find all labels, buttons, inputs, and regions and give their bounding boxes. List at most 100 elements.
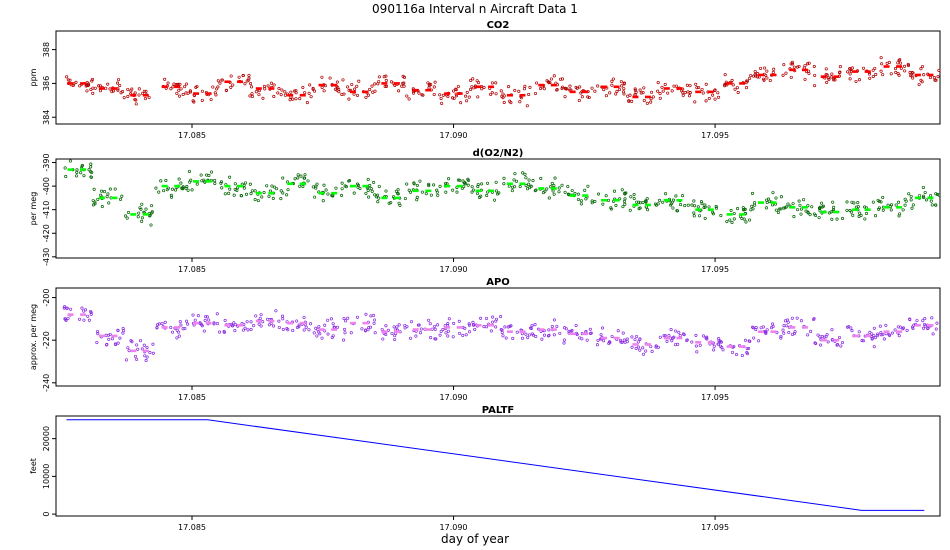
data-point [170,187,174,191]
data-point [233,188,237,192]
data-point [745,347,749,351]
data-point [628,208,632,212]
data-point [191,313,195,317]
data-point [824,67,828,71]
data-point [712,344,716,348]
data-point [175,336,179,340]
data-point [75,170,79,174]
data-point [736,90,740,95]
data-point [641,352,646,356]
data-point [743,338,748,342]
data-point [458,178,462,182]
data-point [658,335,662,339]
data-point [830,328,834,332]
data-point [524,183,528,188]
data-point [745,350,749,355]
data-point [86,314,90,318]
data-point [196,314,200,318]
data-point [210,170,214,174]
data-point [798,203,802,207]
data-point [792,215,796,219]
data-point [549,185,553,189]
plot-frame [55,287,941,387]
data-point [253,198,257,202]
data-point [837,71,842,75]
data-point [885,61,889,65]
data-point [269,81,273,85]
data-point [311,185,315,189]
data-point [835,217,839,221]
data-point [113,187,117,191]
data-point [903,203,907,207]
data-point [78,84,82,88]
data-point [716,91,720,95]
data-point [137,93,141,97]
data-point [461,179,465,183]
data-point [877,207,881,211]
data-point [476,184,480,189]
data-point [563,86,567,90]
data-point [188,89,192,93]
data-point [364,312,368,316]
data-point [74,80,78,84]
data-point [625,337,629,341]
data-point [181,92,185,97]
data-point [890,331,894,335]
data-point [220,186,224,190]
data-point [849,326,853,330]
data-point [845,208,849,212]
data-point [624,191,628,195]
data-point [777,207,781,211]
data-point [312,89,317,93]
data-point [415,198,419,202]
data-point [434,337,438,341]
data-point [335,80,339,84]
data-point [285,320,289,324]
data-point [557,190,561,194]
data-point [136,347,140,351]
data-point [730,350,735,354]
data-point [765,328,769,332]
data-point [896,61,900,65]
data-point [753,201,757,205]
data-point [458,331,462,335]
data-point [89,312,93,316]
data-point [614,92,618,96]
data-point [894,203,898,207]
data-point [835,343,839,347]
data-point [501,96,505,100]
data-point [701,91,705,95]
data-point [881,333,885,337]
data-point [320,336,324,340]
data-point [790,62,795,66]
data-point [69,307,73,311]
data-point [819,343,823,347]
data-point [436,323,440,327]
data-point [506,325,510,329]
data-point [140,347,144,351]
data-point [926,326,930,331]
raw-points-group [65,56,941,108]
data-point [439,96,443,101]
data-point [754,327,758,332]
data-point [707,205,711,209]
data-point [720,345,724,349]
data-point [414,334,418,338]
data-point [250,189,254,193]
data-point [903,69,907,73]
data-point [277,319,281,323]
data-point [427,318,431,322]
data-point [870,332,874,336]
data-point [649,90,654,94]
data-point [742,208,746,212]
data-point [357,79,361,83]
plot-frame [55,30,941,125]
data-point [222,330,227,334]
data-point [249,85,254,89]
data-point [701,334,706,338]
data-point [649,345,653,349]
data-point [216,85,220,89]
data-point [620,188,624,192]
data-point [579,199,583,203]
data-point [77,317,82,321]
